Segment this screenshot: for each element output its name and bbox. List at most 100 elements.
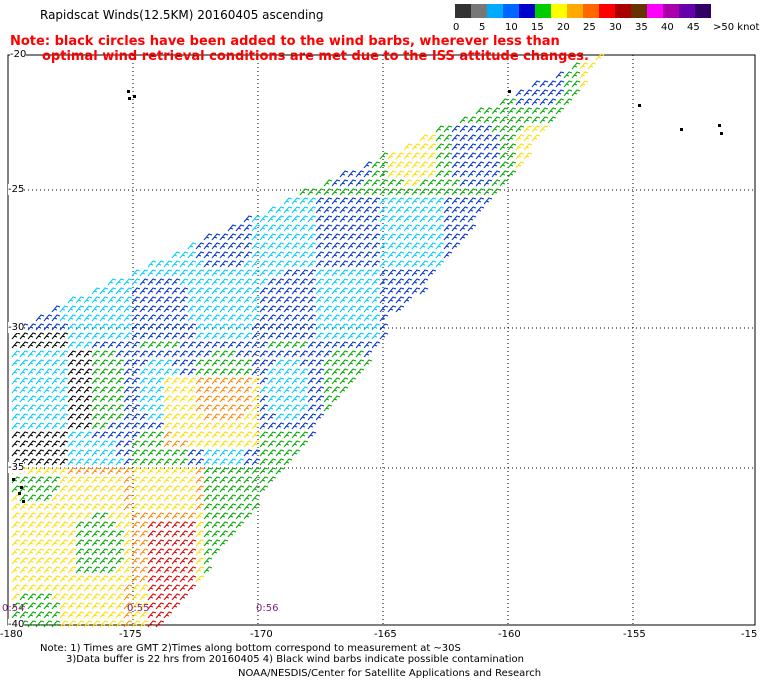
- wind-barb: [211, 242, 221, 250]
- wind-barb: [451, 170, 461, 178]
- wind-barb: [115, 575, 125, 583]
- wind-barb: [51, 332, 61, 340]
- wind-barb: [83, 341, 93, 349]
- wind-barb: [395, 296, 405, 304]
- wind-barb: [331, 233, 341, 241]
- wind-barb: [451, 179, 461, 187]
- wind-barb: [131, 413, 141, 421]
- wind-barb: [443, 206, 453, 214]
- wind-barb: [387, 179, 397, 187]
- wind-barb: [203, 503, 213, 511]
- wind-barb: [11, 395, 21, 403]
- wind-barb: [147, 323, 157, 331]
- wind-barb: [251, 287, 261, 295]
- wind-barb: [387, 287, 397, 295]
- wind-barb: [43, 602, 53, 610]
- wind-barb: [427, 179, 437, 187]
- wind-barb: [283, 314, 293, 322]
- wind-barb: [203, 368, 213, 376]
- wind-barb: [59, 476, 69, 484]
- wind-barb: [179, 566, 189, 574]
- wind-barb: [131, 278, 141, 286]
- wind-barb: [99, 548, 109, 556]
- wind-barb: [59, 359, 69, 367]
- wind-barb: [75, 440, 85, 448]
- wind-barb: [75, 620, 85, 628]
- wind-barb: [91, 323, 101, 331]
- wind-barb: [275, 296, 285, 304]
- wind-barb: [203, 476, 213, 484]
- wind-barb: [275, 395, 285, 403]
- wind-barb: [235, 341, 245, 349]
- wind-barb: [299, 440, 309, 448]
- wind-barb: [283, 269, 293, 277]
- wind-barb: [195, 503, 205, 511]
- wind-barb: [219, 476, 229, 484]
- island-marker: [18, 492, 21, 495]
- wind-barb: [107, 539, 117, 547]
- wind-barb: [227, 404, 237, 412]
- wind-barb: [379, 242, 389, 250]
- wind-barb: [51, 593, 61, 601]
- wind-barb: [171, 413, 181, 421]
- wind-barb: [283, 278, 293, 286]
- wind-barb: [67, 314, 77, 322]
- wind-barb: [123, 323, 133, 331]
- wind-barb: [59, 521, 69, 529]
- wind-barb: [251, 350, 261, 358]
- wind-barb: [219, 305, 229, 313]
- wind-barb: [267, 323, 277, 331]
- wind-barb: [147, 350, 157, 358]
- wind-barb: [331, 269, 341, 277]
- wind-barb: [123, 386, 133, 394]
- wind-barb: [459, 215, 469, 223]
- wind-barb: [131, 350, 141, 358]
- wind-barb: [131, 485, 141, 493]
- wind-barb: [27, 359, 37, 367]
- wind-barb: [483, 107, 493, 115]
- wind-barb: [67, 296, 77, 304]
- wind-barb: [163, 521, 173, 529]
- wind-barb: [299, 413, 309, 421]
- wind-barb: [171, 404, 181, 412]
- wind-barb: [547, 107, 557, 115]
- wind-barb: [83, 431, 93, 439]
- wind-barb: [275, 386, 285, 394]
- wind-barb: [419, 188, 429, 196]
- wind-barb: [195, 449, 205, 457]
- wind-barb: [227, 224, 237, 232]
- wind-barb: [267, 467, 277, 475]
- wind-barb: [115, 521, 125, 529]
- wind-barb: [275, 467, 285, 475]
- wind-barb: [123, 350, 133, 358]
- wind-barb: [491, 143, 501, 151]
- wind-barb: [139, 584, 149, 592]
- wind-barb: [395, 251, 405, 259]
- wind-barb: [35, 503, 45, 511]
- wind-barb: [187, 269, 197, 277]
- wind-barb: [283, 458, 293, 466]
- wind-barb: [339, 269, 349, 277]
- wind-barb: [355, 170, 365, 178]
- wind-barb: [235, 476, 245, 484]
- wind-barb: [131, 476, 141, 484]
- wind-barb: [315, 413, 325, 421]
- wind-barb: [147, 386, 157, 394]
- wind-barb: [99, 395, 109, 403]
- wind-barb: [387, 170, 397, 178]
- wind-barb: [227, 422, 237, 430]
- wind-barb: [83, 305, 93, 313]
- wind-barb: [435, 197, 445, 205]
- wind-barb: [555, 107, 565, 115]
- wind-barb: [275, 305, 285, 313]
- wind-barb: [315, 260, 325, 268]
- wind-barb: [459, 134, 469, 142]
- wind-barb: [251, 305, 261, 313]
- wind-barb: [123, 584, 133, 592]
- wind-barb: [267, 368, 277, 376]
- wind-barb: [499, 107, 509, 115]
- wind-barb: [203, 539, 213, 547]
- wind-barb: [515, 107, 525, 115]
- wind-barb: [107, 476, 117, 484]
- wind-barb: [307, 395, 317, 403]
